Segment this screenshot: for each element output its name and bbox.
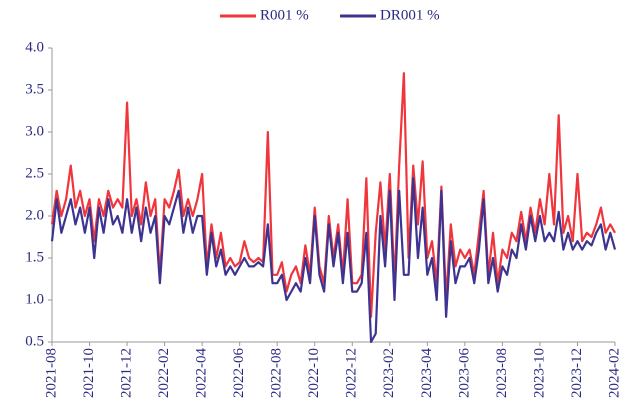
x-tick-label: 2022-10: [306, 348, 322, 398]
y-tick-label: 4.0: [25, 39, 44, 55]
x-tick-label: 2021-08: [43, 348, 59, 398]
y-tick-label: 3.0: [25, 123, 44, 139]
legend-label: DR001 %: [380, 7, 440, 23]
x-tick-label: 2021-12: [119, 348, 135, 398]
x-tick-label: 2023-08: [494, 348, 510, 398]
y-tick-label: 2.0: [25, 207, 44, 223]
y-tick-label: 1.5: [25, 249, 44, 265]
x-tick-label: 2023-12: [569, 348, 585, 398]
x-tick-label: 2022-08: [269, 348, 285, 398]
x-tick-label: 2022-12: [344, 348, 360, 398]
x-tick-label: 2023-06: [456, 348, 472, 398]
x-tick-label: 2024-02: [606, 348, 622, 398]
y-tick-label: 1.0: [25, 291, 44, 307]
series-line: [50, 72, 616, 318]
x-tick-label: 2021-10: [81, 348, 97, 398]
x-tick-label: 2022-02: [156, 348, 172, 398]
x-tick-label: 2022-04: [194, 348, 210, 398]
y-tick-label: 2.5: [25, 165, 44, 181]
series-line: [50, 177, 617, 344]
x-tick-label: 2022-06: [231, 348, 247, 398]
y-tick-label: 0.5: [25, 333, 44, 349]
x-tick-label: 2023-10: [531, 348, 547, 398]
x-tick-label: 2023-02: [381, 348, 397, 398]
y-tick-label: 3.5: [25, 81, 44, 97]
legend-label: R001 %: [260, 7, 309, 23]
x-tick-label: 2023-04: [419, 348, 435, 398]
